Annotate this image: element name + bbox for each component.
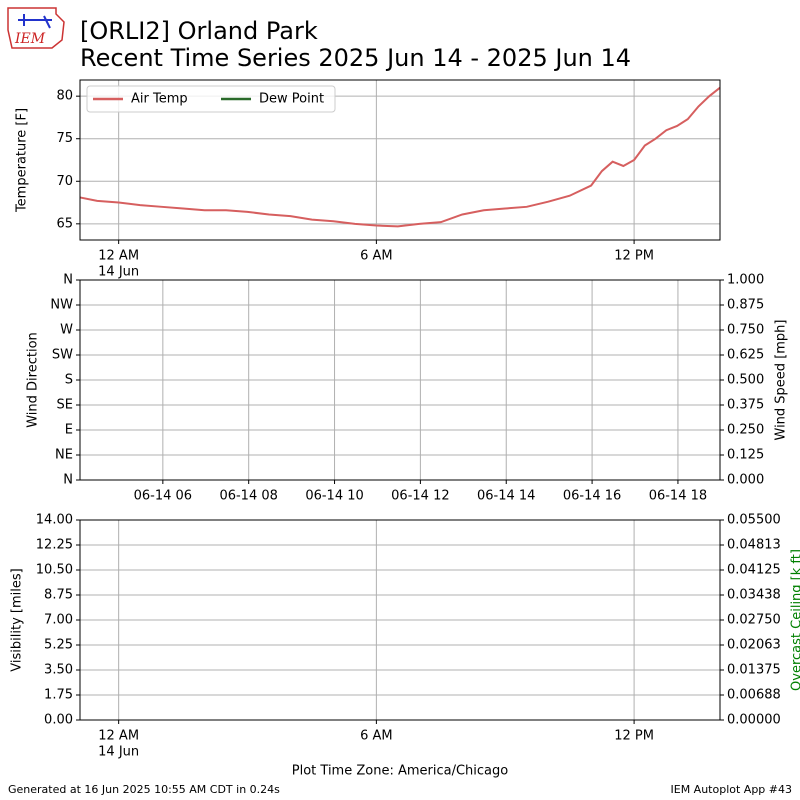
y-tick-label: SW [52, 348, 73, 363]
x-tick-label: 06-14 06 [134, 489, 192, 504]
legend: Air Temp Dew Point [86, 85, 336, 113]
y2-tick-label: 0.02750 [727, 613, 781, 628]
x-tick-label: 12 PM [614, 249, 654, 264]
x-tick-label: 12 AM [98, 729, 139, 744]
y-tick-label: E [65, 423, 73, 438]
y-axis-label: Visibility [miles] [10, 568, 25, 671]
logo-outline [7, 7, 65, 49]
x-tick-label: 06-14 14 [477, 489, 535, 504]
chart-subtitle: Recent Time Series 2025 Jun 14 - 2025 Ju… [80, 44, 631, 72]
x-tick-label: 06-14 16 [563, 489, 621, 504]
y-tick-label: 12.25 [36, 538, 73, 553]
y-tick-label: 80 [56, 89, 73, 104]
y-tick-label: NW [50, 298, 73, 313]
y2-tick-label: 0.00000 [727, 713, 781, 728]
y2-tick-label: 0.05500 [727, 513, 781, 528]
x-date-label: 14 Jun [98, 745, 139, 760]
y2-tick-label: 0.000 [727, 473, 764, 488]
y-tick-label: 65 [56, 216, 73, 231]
x-tick-label: 6 AM [360, 729, 393, 744]
y2-tick-label: 0.01375 [727, 663, 781, 678]
y-tick-label: 1.75 [44, 688, 73, 703]
plot-frame [79, 279, 721, 481]
y-tick-label: 10.50 [36, 563, 73, 578]
legend-frame [86, 85, 336, 113]
y-tick-label: S [65, 373, 73, 388]
x-tick-label: 12 PM [614, 729, 654, 744]
y2-tick-label: 0.00688 [727, 688, 781, 703]
y2-tick-label: 0.875 [727, 298, 764, 313]
x-tick-label: 06-14 10 [305, 489, 363, 504]
y-tick-label: 8.75 [44, 588, 73, 603]
x-tick-label: 6 AM [360, 249, 393, 264]
y-tick-label: 70 [56, 174, 73, 189]
logo-icon [18, 14, 52, 29]
legend-label: Air Temp [131, 92, 188, 107]
footer-left: Generated at 16 Jun 2025 10:55 AM CDT in… [8, 783, 280, 796]
y2-axis-label: Overcast Ceiling [k ft] [790, 549, 800, 691]
x-axis-label: Plot Time Zone: America/Chicago [292, 764, 508, 779]
y-tick-label: 5.25 [44, 638, 73, 653]
y2-tick-label: 0.375 [727, 398, 764, 413]
footer-right: IEM Autoplot App #43 [671, 783, 793, 796]
y2-tick-label: 0.04813 [727, 538, 781, 553]
y-axis-label: Temperature [F] [15, 108, 30, 213]
y-tick-label: N [63, 473, 73, 488]
y2-tick-label: 0.04125 [727, 563, 781, 578]
y2-tick-label: 0.02063 [727, 638, 781, 653]
y2-tick-label: 0.250 [727, 423, 764, 438]
y2-tick-label: 0.750 [727, 323, 764, 338]
y2-tick-label: 0.03438 [727, 588, 781, 603]
line [79, 86, 721, 228]
y-tick-label: W [60, 323, 73, 338]
y2-tick-label: 0.125 [727, 448, 764, 463]
chart-title: [ORLI2] Orland Park [80, 17, 318, 45]
y2-tick-label: 1.000 [727, 273, 764, 288]
x-tick-label: 06-14 18 [649, 489, 707, 504]
y2-axis-label: Wind Speed [mph] [774, 320, 789, 441]
y-tick-label: 75 [56, 131, 73, 146]
plot-frame [79, 79, 721, 241]
x-tick-label: 06-14 12 [391, 489, 449, 504]
y2-tick-label: 0.625 [727, 348, 764, 363]
legend-label: Dew Point [259, 92, 324, 107]
plot-frame [79, 519, 721, 721]
logo: IEM [7, 7, 65, 49]
y-axis-label: Wind Direction [26, 332, 41, 428]
y-tick-label: 3.50 [44, 663, 73, 678]
logo-text: IEM [14, 31, 46, 47]
y-tick-label: NE [55, 448, 73, 463]
y2-tick-label: 0.500 [727, 373, 764, 388]
y-tick-label: 14.00 [36, 513, 73, 528]
y-tick-label: 7.00 [44, 613, 73, 628]
x-tick-label: 12 AM [98, 249, 139, 264]
y-tick-label: N [63, 273, 73, 288]
x-date-label: 14 Jun [98, 265, 139, 280]
y-tick-label: SE [57, 398, 73, 413]
y-tick-label: 0.00 [44, 713, 73, 728]
x-tick-label: 06-14 08 [219, 489, 277, 504]
